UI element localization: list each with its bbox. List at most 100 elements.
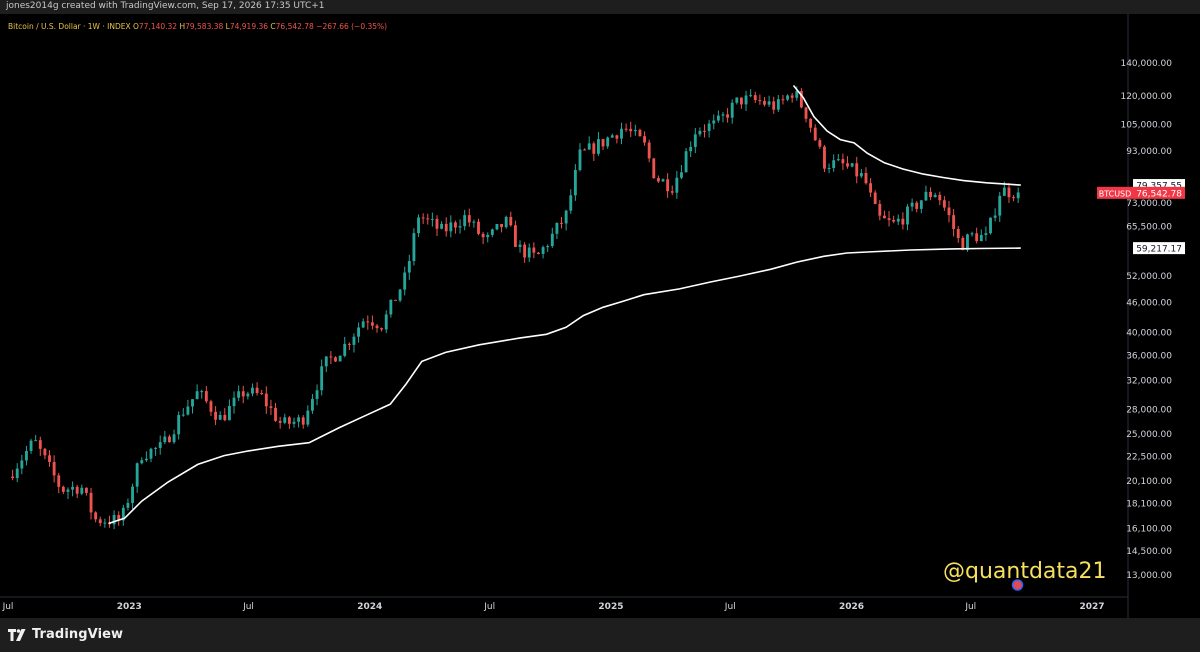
x-tick-label: Jul (242, 602, 254, 612)
y-tick-label: 120,000.00 (1120, 92, 1172, 102)
candle-up (306, 410, 310, 425)
candle-up (71, 486, 75, 490)
candle-up (767, 101, 771, 105)
candle-up (412, 233, 416, 262)
candle-down (426, 218, 430, 220)
candle-up (357, 327, 361, 337)
candle-up (177, 415, 181, 435)
x-tick-label: 2023 (117, 602, 142, 612)
candle-up (712, 120, 716, 124)
candle-down (255, 387, 259, 394)
candle-up (140, 460, 144, 464)
candle-up (730, 102, 734, 118)
candle-up (66, 489, 70, 492)
candle-down (98, 519, 102, 524)
candle-up (680, 172, 683, 178)
candle-up (144, 458, 148, 461)
candle-up (836, 159, 840, 161)
candle-down (43, 448, 47, 456)
ohlc-legend: Bitcoin / U.S. Dollar · 1W · INDEX O77,1… (8, 22, 387, 31)
candle-up (320, 366, 324, 391)
candle-up (472, 221, 476, 223)
candle-down (214, 411, 218, 420)
candle-down (841, 159, 845, 164)
candle-down (1007, 187, 1011, 198)
candle-up (417, 217, 420, 234)
candle-down (274, 407, 277, 421)
legend-symbol: Bitcoin / U.S. Dollar · 1W · INDEX (8, 22, 131, 31)
candle-up (1002, 187, 1006, 196)
candle-up (430, 218, 434, 220)
candle-up (597, 139, 600, 154)
legend-high-label: H (179, 22, 186, 31)
candle-down (652, 158, 656, 179)
candle-down (892, 219, 896, 222)
candle-down (347, 343, 351, 345)
candle-down (873, 192, 877, 204)
line-value-label: 79,357.55 (1136, 182, 1182, 192)
candle-up (749, 95, 753, 97)
candle-down (869, 183, 873, 193)
y-tick-label: 16,100.00 (1126, 525, 1172, 535)
candle-up (292, 421, 296, 424)
legend-low-label: L (225, 22, 230, 31)
brand-name: TradingView (32, 627, 124, 642)
candle-down (938, 194, 942, 201)
candle-up (246, 393, 250, 397)
tradingview-logo-icon (8, 628, 26, 641)
candle-up (237, 391, 241, 398)
candle-up (103, 522, 107, 524)
candle-up (795, 91, 799, 98)
y-tick-label: 73,000.00 (1126, 199, 1172, 209)
candle-down (809, 118, 813, 128)
candle-up (716, 115, 720, 121)
candle-down (947, 207, 951, 216)
candle-down (942, 200, 946, 208)
candle-up (578, 149, 582, 170)
y-tick-label: 140,000.00 (1120, 59, 1172, 69)
candle-up (675, 177, 679, 193)
x-tick-label: 2024 (357, 602, 382, 612)
candle-up (315, 390, 319, 399)
x-tick-label: Jul (483, 602, 495, 612)
line-value-label: 59,217.17 (1136, 245, 1182, 255)
watermark-handle: @quantdata21 (943, 559, 1107, 584)
candle-down (11, 476, 15, 479)
candle-down (601, 139, 605, 147)
candle-up (80, 487, 84, 494)
candle-up (693, 134, 697, 147)
candle-down (901, 218, 905, 225)
price-chart[interactable]: 140,000.00 120,000.00 105,000.00 93,000.00 7… (0, 14, 1200, 618)
candle-up (606, 137, 610, 147)
y-tick-label: 28,000.00 (1126, 405, 1172, 415)
candle-down (818, 140, 822, 147)
candle-up (896, 218, 900, 222)
candle-up (458, 226, 462, 228)
candle-down (523, 244, 527, 258)
candle-up (550, 233, 554, 247)
y-tick-label: 32,000.00 (1126, 377, 1172, 387)
candle-down (394, 299, 397, 301)
legend-low-value: 74,919.36 (229, 22, 269, 31)
candle-down (790, 95, 794, 98)
candle-up (984, 233, 988, 235)
candle-up (135, 463, 139, 487)
candle-up (186, 406, 190, 415)
x-tick-label: Jul (2, 602, 14, 612)
candle-up (527, 247, 531, 258)
candle-up (546, 246, 550, 248)
candle-down (615, 135, 619, 139)
candle-up (200, 391, 204, 393)
x-tick-label: 2025 (598, 602, 623, 612)
candle-up (227, 406, 231, 421)
tradingview-logo[interactable]: TradingView (8, 627, 123, 642)
candle-up (149, 448, 153, 459)
candle-down (915, 202, 919, 209)
y-tick-label: 22,500.00 (1126, 453, 1172, 463)
candle-down (264, 393, 268, 407)
candle-down (366, 321, 370, 323)
candle-up (131, 486, 134, 503)
candle-down (772, 101, 776, 110)
candle-down (329, 356, 333, 358)
candle-down (84, 487, 88, 493)
